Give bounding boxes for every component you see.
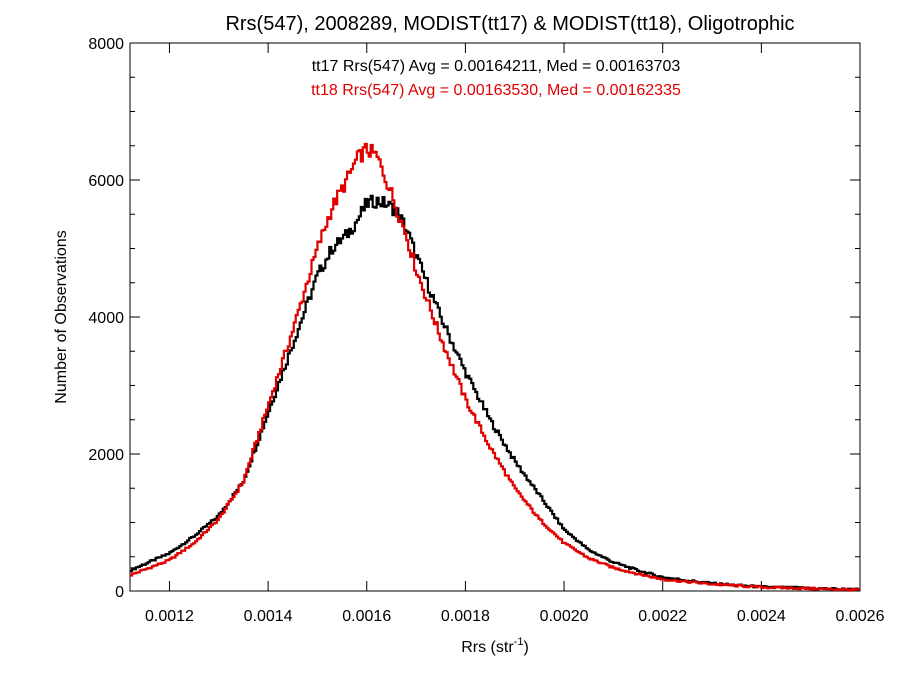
y-tick-label: 2000 [88,447,124,464]
annotation-tt18: tt18 Rrs(547) Avg = 0.00163530, Med = 0.… [311,82,681,99]
x-axis-label-end: ) [523,639,528,656]
plot-frame [129,42,861,592]
annotation-tt17: tt17 Rrs(547) Avg = 0.00164211, Med = 0.… [312,58,681,75]
x-tick-label: 0.0014 [244,608,293,625]
x-tick-label: 0.0024 [737,608,786,625]
x-tick-label: 0.0020 [540,608,589,625]
x-axis-label-main: Rrs (str [461,639,514,656]
y-tick-label: 4000 [88,310,124,327]
x-tick-label: 0.0018 [441,608,490,625]
x-tick-label: 0.0016 [342,608,391,625]
x-axis-label-superscript: -1 [514,636,524,648]
y-axis-label: Number of Observations [53,230,70,403]
series-line-1 [130,142,860,592]
x-tick-label: 0.0022 [638,608,687,625]
chart-title: Rrs(547), 2008289, MODIST(tt17) & MODIST… [225,13,794,35]
x-tick-label: 0.0012 [145,608,194,625]
y-tick-label: 8000 [88,36,124,53]
x-axis-label: Rrs (str-1) [461,636,529,656]
series-group [130,142,860,592]
series-line-0 [130,194,860,592]
y-tick-label: 6000 [88,173,124,190]
x-tick-label: 0.0026 [836,608,885,625]
axis-ticks: 0.0012 0.0014 0.0016 0.0018 0.0020 0.0022 0.00… [88,36,884,625]
y-tick-label: 0 [115,584,124,601]
